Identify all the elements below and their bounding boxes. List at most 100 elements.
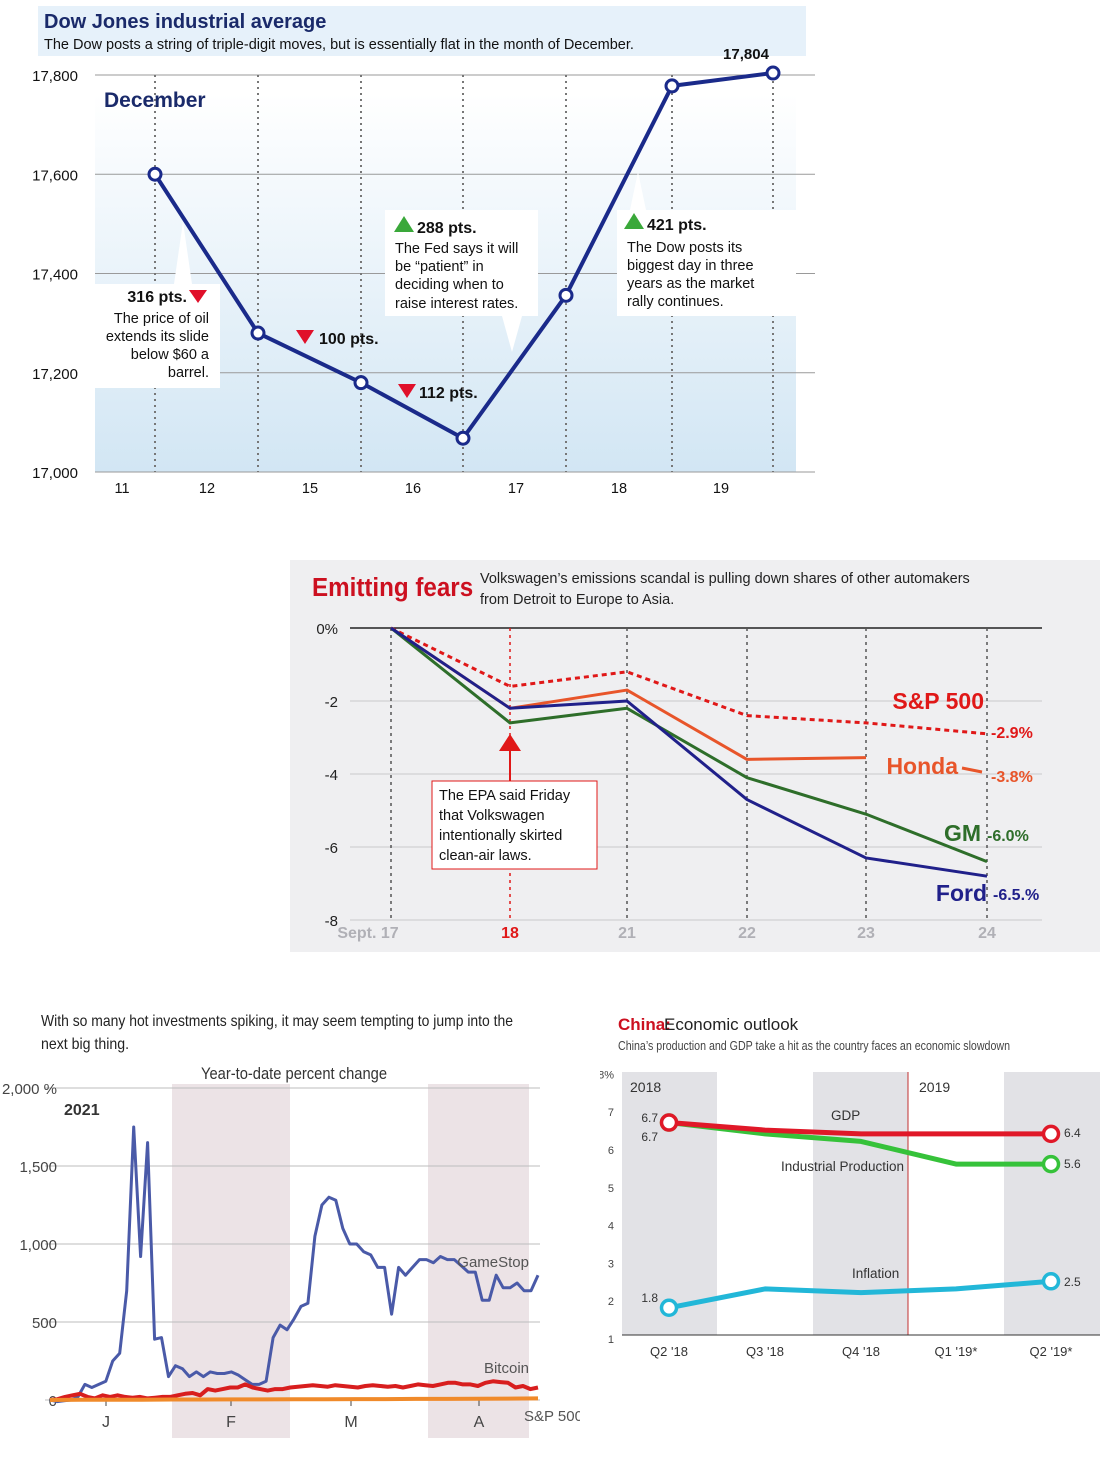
china-label-industrial: Industrial Production [781, 1159, 904, 1174]
ytd-x-tick-label: J [102, 1414, 110, 1431]
dow-data-point [765, 65, 781, 81]
vw-x-tick-label: 18 [501, 925, 519, 942]
vw-label-sp500-value: -2.9% [991, 725, 1033, 742]
dow-annotation-rally-line: The Dow posts its [627, 240, 742, 256]
vw-title: Emitting fears [312, 573, 473, 602]
ytd-title: Year-to-date percent change [201, 1064, 387, 1083]
dow-annotation-rally-pts: 421 pts. [647, 217, 707, 234]
ytd-x-tick-label: M [344, 1414, 357, 1431]
vw-chart: Emitting fears Volkswagen’s emissions sc… [290, 560, 1100, 952]
dow-annotation-112: 112 pts. [398, 384, 478, 402]
dow-x-tick-label: 18 [611, 481, 627, 497]
vw-series-labels: S&P 500 -2.9% Honda -3.8% GM -6.0% Ford … [886, 688, 1039, 906]
china-chart-panel: China: Economic outlook China’s producti… [598, 1000, 1100, 1380]
china-y-tick-label: 6 [608, 1145, 614, 1157]
vw-x-tick-label: 22 [738, 925, 756, 942]
china-y-tick-label: 8% [600, 1069, 614, 1081]
china-label-inflation: Inflation [852, 1266, 899, 1281]
china-shaded-band [622, 1072, 717, 1335]
dow-data-point [455, 430, 471, 446]
china-data-point [1041, 1154, 1061, 1174]
china-point-label: 1.8 [641, 1291, 658, 1305]
dow-annotation-fed-line: deciding when to [395, 277, 504, 293]
vw-label-honda: Honda [886, 753, 958, 779]
ytd-chart-panel: With so many hot investments spiking, it… [0, 1000, 583, 1450]
ytd-label-bitcoin: Bitcoin [484, 1360, 529, 1377]
dow-annotation-rally: 421 pts. The Dow posts its biggest day i… [617, 172, 796, 316]
china-shaded-band [813, 1072, 908, 1335]
dow-subtitle: The Dow posts a string of triple-digit m… [44, 37, 634, 53]
dow-annotation-fed-line: The Fed says it will [395, 241, 518, 257]
china-subtitle: China’s production and GDP take a hit as… [618, 1039, 1010, 1053]
vw-label-gm: GM [944, 820, 981, 846]
china-chart: China: Economic outlook China’s producti… [598, 1015, 1100, 1359]
dow-annotation-oil: 316 pts. The price of oil extends its sl… [94, 222, 220, 388]
up-arrow-icon [624, 213, 644, 229]
china-data-point [659, 1298, 679, 1318]
ytd-intro-line: next big thing. [41, 1036, 129, 1053]
ytd-label-gamestop: GameStop [457, 1254, 529, 1271]
china-y-tick-label: 5 [608, 1183, 614, 1195]
china-data-point [659, 1113, 679, 1132]
china-x-tick-label: Q1 '19* [935, 1344, 978, 1359]
china-x-tick-label: Q4 '18 [842, 1344, 880, 1359]
ytd-y-tick-label: 2,000 % [2, 1081, 57, 1098]
china-y-tick-label: 4 [608, 1221, 614, 1233]
dow-data-point [558, 287, 574, 303]
vw-annotation-line: The EPA said Friday [439, 788, 571, 804]
down-arrow-icon [189, 290, 207, 303]
vw-label-gm-value: -6.0% [987, 828, 1029, 845]
china-point-label: 6.7 [641, 1130, 658, 1144]
ytd-y-tick-label: 500 [32, 1315, 57, 1332]
dow-y-tick-label: 17,200 [32, 366, 78, 383]
china-y-tick-label: 3 [608, 1258, 614, 1270]
dow-annotation-rally-line: biggest day in three [627, 258, 754, 274]
dow-data-point [664, 78, 680, 94]
vw-epa-annotation: The EPA said Friday that Volkswagen inte… [431, 734, 598, 870]
down-arrow-icon [398, 384, 416, 398]
ytd-year-label: 2021 [64, 1102, 100, 1119]
dow-header-band [38, 6, 806, 56]
vw-y-tick-label: -6 [325, 840, 338, 857]
dow-annotation-100-pts: 100 pts. [319, 331, 379, 348]
china-x-tick-label: Q2 '18 [650, 1344, 688, 1359]
ytd-y-tick-label: 1,500 [19, 1159, 57, 1176]
vw-annotation-line: clean-air laws. [439, 848, 532, 864]
dow-annotation-rally-line: years as the market [627, 276, 754, 292]
dow-x-tick-label: 16 [405, 481, 421, 497]
dow-annotation-oil-line: The price of oil [114, 311, 209, 327]
china-point-label: 6.7 [641, 1111, 658, 1125]
vw-annotation-line: that Volkswagen [439, 808, 545, 824]
china-plot-area: 1 2 3 4 5 6 7 8% Q2 '18 Q3 '18 Q4 '18 Q1 '19* Q2 '19… [598, 1069, 1100, 1359]
dow-annotation-fed-line: be “patient” in [395, 259, 484, 275]
china-data-point [1041, 1124, 1061, 1144]
china-series-line [668, 1120, 1051, 1137]
up-arrow-icon [394, 216, 414, 232]
china-data-point [1041, 1272, 1061, 1291]
dow-data-point [147, 166, 163, 182]
vw-label-ford-value: -6.5.% [993, 887, 1039, 904]
vw-series-line [390, 626, 988, 863]
vw-label-honda-value: -3.8% [991, 769, 1033, 786]
dow-chart: Dow Jones industrial average The Dow pos… [32, 6, 815, 497]
vw-subtitle-line: from Detroit to Europe to Asia. [480, 592, 674, 608]
vw-y-tick-label: 0% [316, 621, 338, 638]
china-y-tick-label: 1 [608, 1334, 614, 1346]
dow-chart-panel: Dow Jones industrial average The Dow pos… [0, 0, 820, 510]
china-x-tick-label: Q3 '18 [746, 1344, 784, 1359]
china-y-tick-label: 2 [608, 1296, 614, 1308]
vw-series-line [390, 626, 988, 736]
dow-y-tick-label: 17,600 [32, 167, 78, 184]
china-title-prefix: China: [618, 1015, 671, 1034]
dow-annotation-oil-pts: 316 pts. [127, 289, 187, 306]
vw-series-line [390, 626, 988, 878]
ytd-y-tick-label: 1,000 [19, 1237, 57, 1254]
ytd-shaded-band [428, 1084, 529, 1438]
dow-annotation-oil-line: barrel. [168, 365, 209, 381]
vw-x-tick-label: Sept. 17 [337, 925, 398, 942]
dow-annotation-112-pts: 112 pts. [419, 385, 478, 402]
china-point-label: 5.6 [1064, 1157, 1081, 1171]
dow-data-point [250, 325, 266, 341]
dow-x-tick-label: 15 [302, 481, 318, 497]
